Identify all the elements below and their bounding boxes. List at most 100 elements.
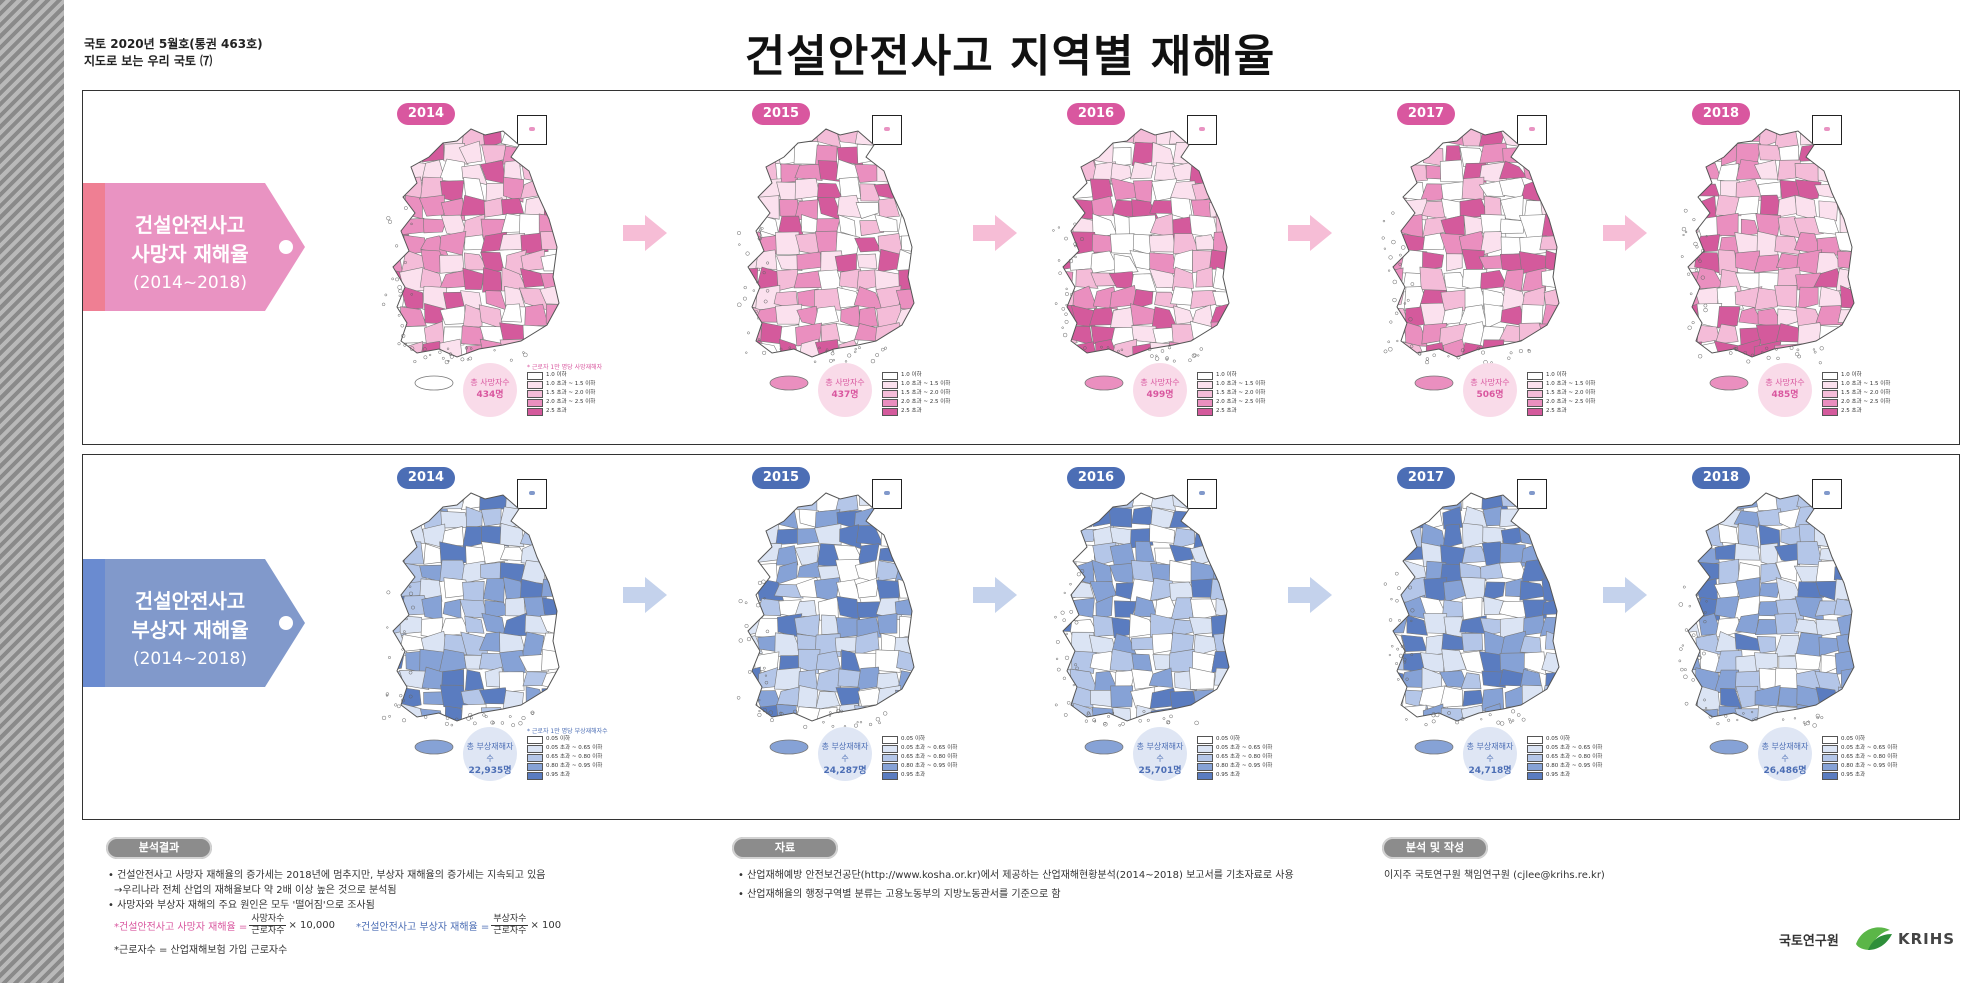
district-region (1498, 600, 1527, 620)
district-region (1519, 705, 1548, 721)
district-region (1209, 162, 1229, 183)
district-region (1423, 577, 1448, 602)
legend-label: 0.05 초과 ~ 0.65 이하 (546, 745, 603, 751)
district-region (503, 176, 524, 203)
district-region (1774, 285, 1798, 308)
legend-label: 0.95 초과 (546, 772, 571, 778)
district-region (1461, 596, 1483, 621)
district-region (1212, 129, 1229, 145)
district-region (1562, 213, 1583, 234)
legend-label: 1.0 이하 (546, 372, 567, 378)
total-count-label: 총 사망자수 (825, 378, 865, 387)
district-region (1503, 705, 1525, 721)
district-region (1759, 582, 1781, 598)
year-label: 2017 (1397, 103, 1455, 125)
district-region (1694, 493, 1722, 507)
district-region (916, 322, 938, 341)
district-region (1520, 505, 1548, 531)
district-region (1419, 129, 1442, 147)
district-region (1733, 510, 1762, 528)
legend-item: 1.0 이하 (882, 371, 962, 380)
legend-label: 2.0 초과 ~ 2.5 이하 (1841, 399, 1891, 405)
district-region (1440, 720, 1465, 721)
district-region (817, 160, 840, 182)
district-region (1837, 250, 1854, 270)
district-region (393, 129, 409, 146)
legend-label: 0.05 이하 (901, 736, 926, 742)
legend-item: 1.5 초과 ~ 2.0 이하 (882, 389, 962, 398)
district-region (794, 163, 823, 181)
district-region (1734, 195, 1760, 216)
district-region (1562, 510, 1583, 527)
district-region (1814, 183, 1842, 199)
district-region (439, 254, 465, 274)
legend-item: 0.05 초과 ~ 0.65 이하 (882, 744, 962, 753)
district-region (1839, 181, 1854, 203)
district-region (1439, 686, 1464, 708)
year-label: 2015 (752, 467, 810, 489)
legend-swatch (882, 772, 898, 780)
district-region (748, 340, 761, 357)
district-region (1560, 196, 1583, 220)
district-region (1393, 702, 1404, 721)
district-region (521, 129, 549, 150)
analysis-notes: • 건설안전사고 사망자 재해율의 증가세는 2018년에 멈추지만, 부상자 … (108, 868, 748, 913)
district-region (561, 177, 583, 201)
formula-denominator: 근로자수 (251, 926, 285, 936)
district-region (1561, 563, 1583, 583)
jeju-island-map (768, 373, 810, 397)
district-region (1855, 723, 1878, 731)
legend-item: 2.0 초과 ~ 2.5 이하 (527, 398, 607, 407)
district-region (915, 670, 938, 689)
district-region (540, 702, 559, 721)
total-count-value: 485명 (1771, 390, 1799, 400)
jeju-island-map (413, 373, 455, 397)
total-count-value: 22,935명 (468, 766, 512, 776)
district-region (735, 358, 759, 367)
total-count-value: 499명 (1146, 390, 1174, 400)
district-region (393, 148, 406, 166)
legend-swatch (1527, 408, 1543, 416)
district-region (563, 216, 583, 238)
district-region (1840, 285, 1854, 309)
legend-swatch (1527, 736, 1543, 744)
map-legend: 0.05 이하 0.05 초과 ~ 0.65 이하 0.65 초과 ~ 0.80 이… (882, 735, 962, 780)
district-region (1519, 359, 1547, 367)
district-region (560, 669, 583, 693)
district-region (543, 322, 559, 344)
district-region (560, 287, 583, 311)
district-region (918, 148, 938, 165)
jeju-island-map (1083, 373, 1125, 397)
district-region (1193, 361, 1214, 367)
district-region (464, 615, 485, 634)
legend-item: 0.65 초과 ~ 0.80 이하 (1822, 753, 1902, 762)
ulleung-inset-box (1517, 115, 1547, 145)
legend-swatch (882, 381, 898, 389)
legend-label: 0.65 초과 ~ 0.80 이하 (1546, 754, 1603, 760)
district-region (1069, 505, 1098, 532)
total-count-value: 437명 (831, 390, 859, 400)
district-region (875, 649, 901, 673)
district-region (519, 339, 549, 357)
district-region (541, 578, 559, 598)
formula-numerator: 사망자수 (249, 914, 287, 926)
district-region (1189, 129, 1217, 147)
district-region (1049, 728, 1077, 731)
legend-item: 0.05 이하 (1527, 735, 1607, 744)
district-region (857, 341, 881, 357)
district-region (897, 159, 914, 180)
legend-label: 2.5 초과 (1216, 408, 1237, 414)
district-region (478, 304, 504, 330)
district-region (1860, 670, 1878, 693)
district-region (393, 267, 404, 293)
district-region (1714, 356, 1740, 357)
district-region (1403, 129, 1426, 147)
district-region (1688, 178, 1698, 202)
district-region (1063, 561, 1077, 582)
district-region (916, 127, 938, 142)
district-region (1063, 509, 1077, 530)
district-region (1393, 267, 1404, 293)
district-region (900, 235, 914, 253)
district-region (1092, 614, 1115, 637)
district-region (393, 559, 405, 585)
